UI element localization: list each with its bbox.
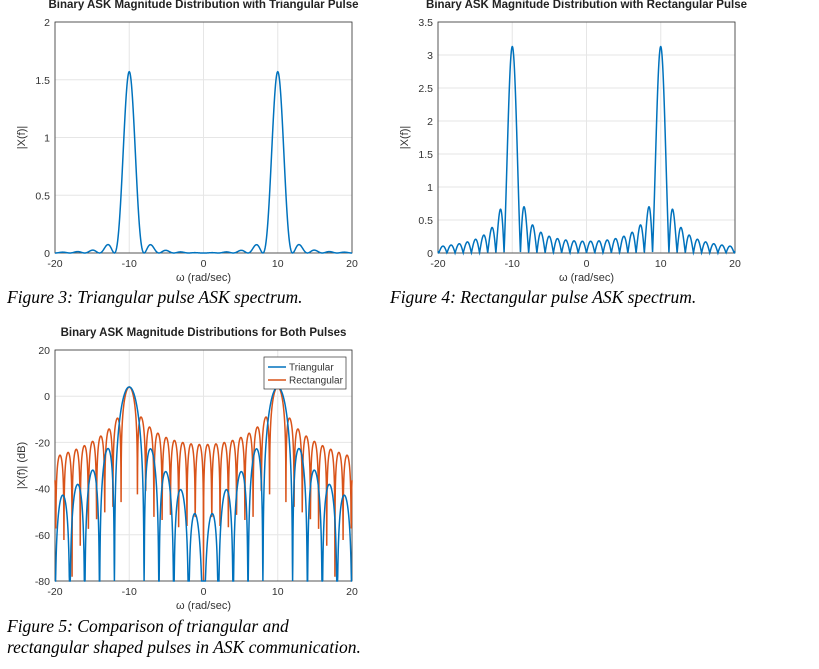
y-tick-label: 0.5 (418, 215, 433, 227)
x-axis-label: ω (rad/sec) (176, 600, 231, 612)
y-tick-label: 2 (427, 116, 433, 128)
chart-title: Binary ASK Magnitude Distribution with T… (48, 0, 358, 11)
caption-figure-5-line-1: Figure 5: Comparison of triangular and (7, 616, 289, 636)
x-axis-label: ω (rad/sec) (176, 272, 231, 284)
x-axis-label: ω (rad/sec) (559, 272, 614, 284)
y-tick-label: 3 (427, 50, 433, 62)
legend-label-triangular: Triangular (289, 363, 334, 374)
x-tick-label: -10 (505, 258, 520, 270)
y-tick-label: -40 (35, 484, 50, 496)
x-tick-label: -20 (47, 586, 62, 598)
y-tick-label: 2 (44, 17, 50, 29)
series-line-triangular (54, 386, 353, 582)
y-tick-label: 0 (427, 248, 433, 260)
y-tick-label: 0 (44, 248, 50, 260)
x-tick-label: 10 (272, 586, 284, 598)
chart-comparison-db: -20 -10 0 10 20 -80 -60 -40 -20 0 20 Binary ASK Mag… (16, 327, 358, 612)
y-tick-label: 3.5 (418, 17, 433, 29)
x-tick-label: 10 (655, 258, 667, 270)
figure-4: -20 -10 0 10 20 0 0.5 1 1.5 2 2.5 3 3.5 Binary ASK Ma… (0, 0, 819, 310)
y-tick-label: -60 (35, 530, 50, 542)
x-tick-label: 20 (346, 258, 358, 270)
x-tick-label: -20 (430, 258, 445, 270)
y-tick-label: 2.5 (418, 83, 433, 95)
x-tick-label: 10 (272, 258, 284, 270)
y-tick-label: 1 (427, 182, 433, 194)
chart-title: Binary ASK Magnitude Distributions for B… (61, 327, 347, 339)
x-tick-label: 0 (584, 258, 590, 270)
caption-figure-5-line-2: rectangular shaped pulses in ASK communi… (7, 637, 361, 657)
x-tick-label: -20 (47, 258, 62, 270)
y-tick-label: 20 (38, 345, 50, 357)
chart-title: Binary ASK Magnitude Distribution with R… (426, 0, 747, 11)
series-line-magnitude (55, 70, 352, 254)
chart-rectangular-spectrum: -20 -10 0 10 20 0 0.5 1 1.5 2 2.5 3 3.5 Binary ASK Ma… (399, 0, 747, 284)
y-tick-label: 1.5 (418, 149, 433, 161)
x-tick-label: 0 (201, 258, 207, 270)
y-axis-label: |X(f)| (16, 126, 28, 149)
caption-figure-4: Figure 4: Rectangular pulse ASK spectrum… (390, 287, 697, 307)
legend-box (263, 356, 347, 390)
x-tick-label: 20 (729, 258, 741, 270)
x-tick-label: -10 (122, 258, 137, 270)
caption-figure-3: Figure 3: Triangular pulse ASK spectrum. (7, 287, 303, 307)
x-tick-label: 20 (346, 586, 358, 598)
x-tick-label: 0 (201, 586, 207, 598)
y-axis-label: |X(f)| (399, 126, 411, 149)
series-line-magnitude (437, 45, 736, 256)
y-tick-label: 1 (44, 133, 50, 145)
figure-5: -20 -10 0 10 20 -80 -60 -40 -20 0 20 Binary ASK Mag… (0, 0, 400, 669)
legend-label-rectangular: Rectangular (289, 376, 344, 387)
y-tick-label: 0.5 (35, 190, 50, 202)
y-tick-label: 1.5 (35, 75, 50, 87)
y-tick-label: 0 (44, 391, 50, 403)
figure-3: -20 -10 0 10 20 0 0.5 1 1.5 2 Binary ASK Magnitude… (0, 0, 400, 310)
y-tick-label: -80 (35, 576, 50, 588)
x-tick-label: -10 (122, 586, 137, 598)
chart-triangular-spectrum: -20 -10 0 10 20 0 0.5 1 1.5 2 Binary ASK Magnitude… (16, 0, 359, 284)
y-axis-label: |X(f)| (dB) (16, 442, 28, 489)
y-tick-label: -20 (35, 437, 50, 449)
